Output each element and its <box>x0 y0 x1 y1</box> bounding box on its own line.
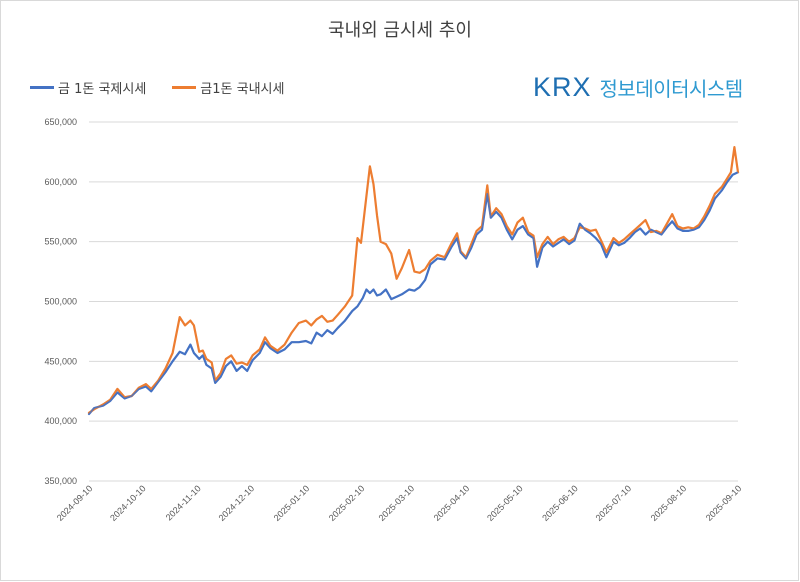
legend-swatch-domestic <box>172 86 197 89</box>
x-tick-label: 2025-07-10 <box>594 483 634 523</box>
legend-label-domestic: 금1돈 국내시세 <box>200 82 285 97</box>
x-tick-label: 2024-11-10 <box>164 483 203 522</box>
y-tick-label: 350,000 <box>44 476 77 486</box>
y-tick-label: 550,000 <box>44 237 77 247</box>
y-tick-label: 400,000 <box>44 416 77 426</box>
x-tick-label: 2025-02-10 <box>327 483 367 523</box>
x-tick-label: 2025-06-10 <box>540 483 580 523</box>
legend-item-international: 금 1돈 국제시세 <box>30 78 146 97</box>
x-tick-label: 2025-01-10 <box>272 483 312 523</box>
x-tick-label: 2025-04-10 <box>432 483 472 523</box>
legend-label-international: 금 1돈 국제시세 <box>58 82 147 97</box>
x-tick-label: 2024-10-10 <box>108 483 148 523</box>
series-line-international-overlay <box>88 171 739 415</box>
x-tick-label: 2025-09-10 <box>704 483 744 523</box>
chart-title: 국내외 금시세 추이 <box>328 20 472 41</box>
legend-item-domestic: 금1돈 국내시세 <box>172 78 284 97</box>
x-tick-label: 2024-09-10 <box>55 483 95 523</box>
x-tick-label: 2025-08-10 <box>649 483 689 523</box>
x-tick-label: 2024-12-10 <box>217 483 257 523</box>
x-tick-label: 2025-03-10 <box>377 483 417 523</box>
y-tick-label: 450,000 <box>44 356 77 366</box>
series-line-international <box>87 171 740 416</box>
krx-logo: KRX 정보데이터시스템 <box>533 72 743 103</box>
y-tick-label: 600,000 <box>44 177 77 187</box>
x-tick-label: 2025-05-10 <box>485 483 525 523</box>
y-tick-label: 500,000 <box>44 297 77 307</box>
logo-mark: KRX <box>533 72 592 102</box>
logo-text: 정보데이터시스템 <box>599 77 744 101</box>
legend-swatch-international <box>30 86 54 89</box>
y-tick-label: 650,000 <box>44 117 77 127</box>
chart-legend: 금 1돈 국제시세 금1돈 국내시세 <box>30 78 310 97</box>
series-line-domestic <box>87 146 740 414</box>
